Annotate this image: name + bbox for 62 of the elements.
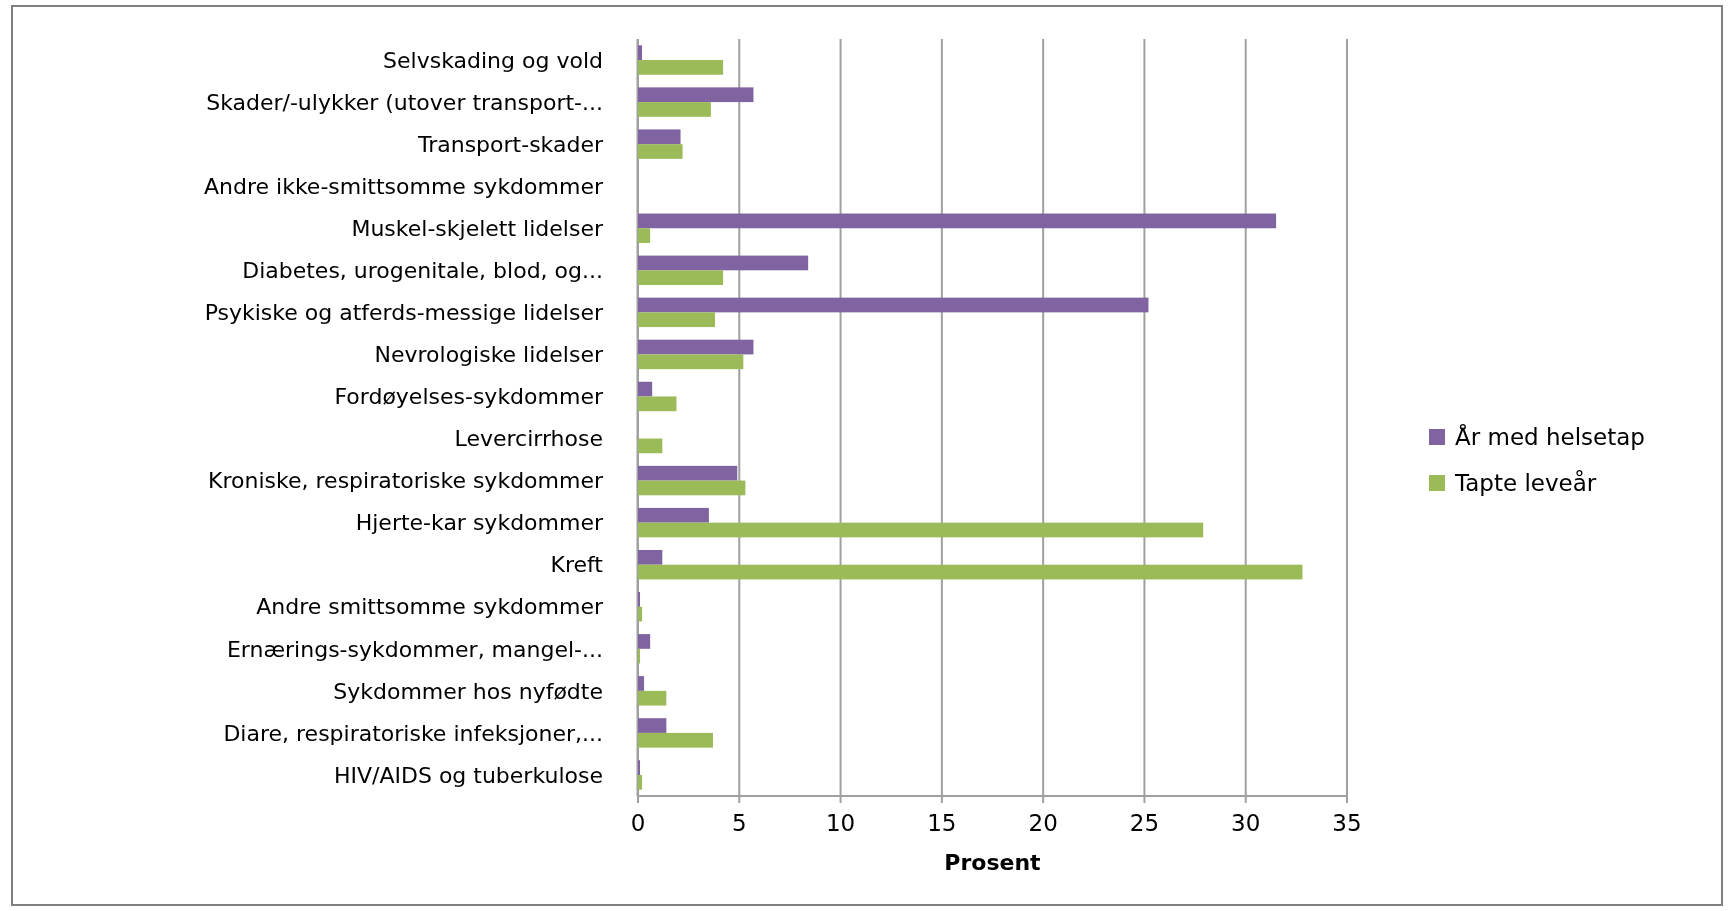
bar xyxy=(638,129,681,145)
bar xyxy=(638,732,713,748)
x-tick-label: 10 xyxy=(825,810,856,836)
bar xyxy=(638,312,715,328)
bar xyxy=(638,60,724,75)
bar xyxy=(638,760,641,775)
legend-label: År med helsetap xyxy=(1455,423,1645,451)
y-tick-label: Transport-skader xyxy=(416,131,604,157)
bar xyxy=(638,465,738,481)
bar xyxy=(638,228,651,243)
y-tick-label: Fordøyelses-sykdommer xyxy=(334,384,604,410)
bar xyxy=(638,522,1204,538)
bar xyxy=(638,606,643,622)
x-tick-label: 15 xyxy=(927,810,957,836)
y-tick-label: Diare, respiratoriske infeksjoner,... xyxy=(223,720,603,746)
x-tick-label: 5 xyxy=(731,810,747,836)
bar xyxy=(638,690,667,706)
legend-label: Tapte leveår xyxy=(1454,469,1597,497)
bar xyxy=(638,144,683,159)
bar xyxy=(638,297,1149,313)
y-tick-label: Nevrologiske lidelser xyxy=(374,342,604,368)
bar xyxy=(638,480,746,496)
bar xyxy=(638,102,711,117)
bar xyxy=(638,549,663,565)
bar xyxy=(638,718,667,733)
y-tick-label: Skader/-ulykker (utover transport-... xyxy=(206,89,603,115)
bar xyxy=(638,255,809,271)
bar xyxy=(638,774,643,790)
bar xyxy=(638,381,653,397)
y-tick-label: Selvskading og vold xyxy=(383,47,603,73)
bar xyxy=(638,676,645,691)
bar xyxy=(638,354,744,370)
y-tick-label: Andre smittsomme sykdommer xyxy=(256,594,604,620)
y-tick-label: Sykdommer hos nyfødte xyxy=(333,678,603,704)
y-tick-label: Andre ikke-smittsomme sykdommer xyxy=(204,173,604,199)
bar xyxy=(638,592,641,607)
x-tick-label: 25 xyxy=(1129,810,1160,836)
bar xyxy=(638,339,754,355)
bar xyxy=(638,396,677,412)
x-tick-label: 35 xyxy=(1332,810,1362,836)
bar xyxy=(638,507,709,523)
y-tick-label: Kreft xyxy=(550,552,604,578)
y-tick-label: Kroniske, respiratoriske sykdommer xyxy=(208,468,604,494)
bar xyxy=(638,45,643,61)
y-tick-label: Ernærings-sykdommer, mangel-... xyxy=(226,636,603,662)
x-tick-label: 20 xyxy=(1028,810,1058,836)
y-tick-label: Levercirrhose xyxy=(454,426,603,452)
bar xyxy=(638,648,641,664)
x-axis-title: Prosent xyxy=(944,850,1042,875)
y-tick-label: Hjerte-kar sykdommer xyxy=(355,510,604,536)
bar xyxy=(638,438,663,454)
bar xyxy=(638,87,754,103)
y-tick-label: Psykiske og atferds-messige lidelser xyxy=(204,300,604,326)
bar xyxy=(638,564,1303,580)
x-tick-label: 0 xyxy=(630,810,646,836)
bar xyxy=(638,270,724,286)
bar xyxy=(638,634,651,649)
y-tick-label: Muskel-skjelett lidelser xyxy=(351,215,604,241)
y-tick-label: Diabetes, urogenitale, blod, og... xyxy=(242,258,603,284)
bar xyxy=(638,213,1277,229)
x-tick-label: 30 xyxy=(1231,810,1261,836)
y-tick-label: HIV/AIDS og tuberkulose xyxy=(333,762,603,788)
